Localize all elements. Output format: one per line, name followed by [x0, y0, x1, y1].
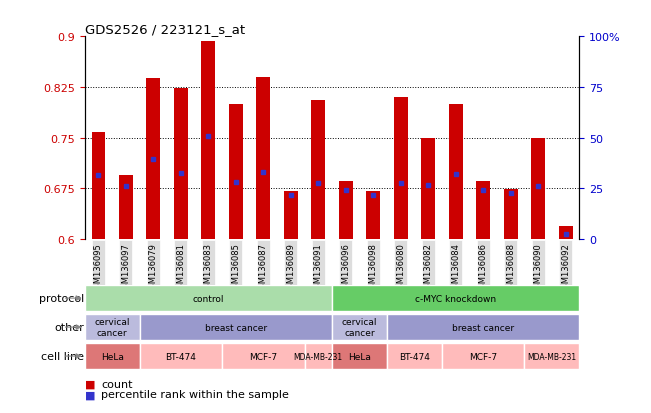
- Text: MDA-MB-231: MDA-MB-231: [294, 352, 343, 361]
- Text: protocol: protocol: [39, 293, 84, 304]
- Text: cervical
cancer: cervical cancer: [94, 318, 130, 337]
- Text: GDS2526 / 223121_s_at: GDS2526 / 223121_s_at: [85, 23, 245, 36]
- Text: control: control: [193, 294, 224, 303]
- Bar: [525, 343, 579, 369]
- Bar: [394, 98, 408, 240]
- Text: HeLa: HeLa: [348, 352, 371, 361]
- Text: breast cancer: breast cancer: [205, 323, 267, 332]
- Bar: [139, 314, 332, 340]
- Bar: [146, 79, 160, 240]
- Text: ■: ■: [85, 389, 95, 399]
- Text: MDA-MB-231: MDA-MB-231: [527, 352, 577, 361]
- Bar: [477, 182, 490, 240]
- Bar: [387, 343, 442, 369]
- Text: BT-474: BT-474: [399, 352, 430, 361]
- Text: BT-474: BT-474: [165, 352, 196, 361]
- Text: count: count: [101, 379, 132, 389]
- Bar: [256, 78, 270, 240]
- Bar: [139, 343, 222, 369]
- Bar: [201, 42, 215, 240]
- Bar: [387, 314, 579, 340]
- Bar: [174, 88, 187, 240]
- Bar: [305, 343, 332, 369]
- Bar: [421, 138, 435, 240]
- Bar: [222, 343, 305, 369]
- Text: HeLa: HeLa: [101, 352, 124, 361]
- Bar: [339, 182, 353, 240]
- Text: other: other: [54, 322, 84, 332]
- Text: MCF-7: MCF-7: [469, 352, 497, 361]
- Bar: [332, 285, 579, 311]
- Bar: [85, 314, 139, 340]
- Bar: [367, 192, 380, 240]
- Bar: [504, 190, 518, 240]
- Bar: [332, 343, 387, 369]
- Bar: [284, 192, 298, 240]
- Text: c-MYC knockdown: c-MYC knockdown: [415, 294, 496, 303]
- Bar: [531, 138, 545, 240]
- Text: ■: ■: [85, 379, 95, 389]
- Bar: [85, 285, 332, 311]
- Text: breast cancer: breast cancer: [452, 323, 514, 332]
- Bar: [229, 104, 243, 240]
- Bar: [559, 226, 572, 240]
- Bar: [85, 343, 139, 369]
- Text: cell line: cell line: [41, 351, 84, 361]
- Text: cervical
cancer: cervical cancer: [342, 318, 377, 337]
- Bar: [332, 314, 387, 340]
- Text: MCF-7: MCF-7: [249, 352, 277, 361]
- Text: percentile rank within the sample: percentile rank within the sample: [101, 389, 289, 399]
- Bar: [442, 343, 525, 369]
- Bar: [119, 176, 133, 240]
- Bar: [92, 133, 105, 240]
- Bar: [311, 101, 325, 240]
- Bar: [449, 104, 463, 240]
